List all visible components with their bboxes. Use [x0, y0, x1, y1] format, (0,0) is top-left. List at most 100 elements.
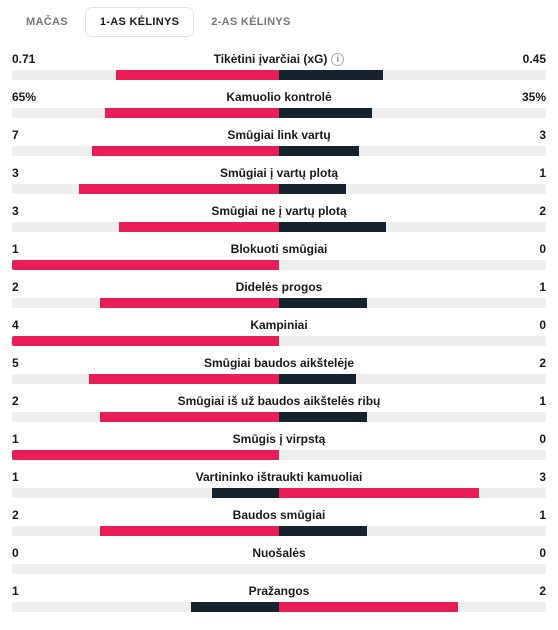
- info-icon[interactable]: i: [331, 53, 344, 66]
- stat-header: 1Pražangos2: [12, 584, 546, 598]
- stat-label: Tikėtini įvarčiai (xG)i: [48, 52, 510, 66]
- stat-row: 3Smūgiai į vartų plotą1: [12, 166, 546, 194]
- stat-label: Smūgiai link vartų: [48, 128, 510, 142]
- stat-bar-track: [12, 298, 546, 308]
- stat-away-value: 0: [510, 242, 546, 256]
- stat-home-bar: [191, 602, 279, 612]
- stat-home-value: 0.71: [12, 52, 48, 66]
- stat-bar-track: [12, 184, 546, 194]
- stat-bar-track: [12, 70, 546, 80]
- stat-header: 5Smūgiai baudos aikštelėje2: [12, 356, 546, 370]
- stat-label-text: Smūgis į virpstą: [233, 432, 326, 446]
- stat-label: Smūgis į virpstą: [48, 432, 510, 446]
- stat-label-text: Kampiniai: [250, 318, 307, 332]
- stat-row: 0Nuošalės0: [12, 546, 546, 574]
- stat-away-bar: [279, 222, 386, 232]
- stat-label-text: Baudos smūgiai: [233, 508, 326, 522]
- stat-bar-track: [12, 260, 546, 270]
- stat-label: Smūgiai baudos aikštelėje: [48, 356, 510, 370]
- stat-label-text: Didelės progos: [236, 280, 323, 294]
- stat-label: Pražangos: [48, 584, 510, 598]
- stat-home-bar: [212, 488, 279, 498]
- stat-home-bar: [79, 184, 279, 194]
- stat-row: 1Vartininko ištraukti kamuoliai3: [12, 470, 546, 498]
- tab-half1[interactable]: 1-AS KĖLINYS: [86, 8, 193, 36]
- stat-label: Vartininko ištraukti kamuoliai: [48, 470, 510, 484]
- stat-header: 2 Didelės progos 1: [12, 280, 546, 294]
- stat-home-bar: [12, 450, 279, 460]
- stat-home-value: 1: [12, 242, 48, 256]
- tab-half2[interactable]: 2-AS KĖLINYS: [197, 8, 304, 36]
- stat-header: 3Smūgiai ne į vartų plotą2: [12, 204, 546, 218]
- stat-row: 7 Smūgiai link vartų 3: [12, 128, 546, 156]
- stat-label: Baudos smūgiai: [48, 508, 510, 522]
- stat-home-value: 3: [12, 166, 48, 180]
- stat-row: 5Smūgiai baudos aikštelėje2: [12, 356, 546, 384]
- stat-bar-track: [12, 412, 546, 422]
- stat-header: 2Smūgiai iš už baudos aikštelės ribų1: [12, 394, 546, 408]
- stat-label: Blokuoti smūgiai: [48, 242, 510, 256]
- stat-row: 4Kampiniai0: [12, 318, 546, 346]
- stat-label-text: Kamuolio kontrolė: [226, 90, 331, 104]
- stat-row: 0.71Tikėtini įvarčiai (xG)i0.45: [12, 52, 546, 80]
- stat-away-value: 1: [510, 394, 546, 408]
- stat-away-value: 2: [510, 204, 546, 218]
- stat-home-value: 2: [12, 508, 48, 522]
- stat-home-bar: [116, 70, 279, 80]
- stat-away-value: 3: [510, 470, 546, 484]
- stat-home-value: 5: [12, 356, 48, 370]
- stat-home-bar: [89, 374, 279, 384]
- stat-label: Smūgiai į vartų plotą: [48, 166, 510, 180]
- stat-home-value: 1: [12, 584, 48, 598]
- stat-home-bar: [12, 336, 279, 346]
- stat-away-bar: [279, 146, 359, 156]
- stat-home-bar: [100, 298, 279, 308]
- stat-header: 1 Blokuoti smūgiai 0: [12, 242, 546, 256]
- stat-row: 1Smūgis į virpstą0: [12, 432, 546, 460]
- stat-away-bar: [279, 298, 367, 308]
- stat-away-bar: [279, 374, 356, 384]
- stat-label-text: Smūgiai link vartų: [227, 128, 330, 142]
- stat-away-value: 0: [510, 318, 546, 332]
- stats-list: 0.71Tikėtini įvarčiai (xG)i0.4565%Kamuol…: [12, 52, 546, 612]
- stat-label: Smūgiai iš už baudos aikštelės ribų: [48, 394, 510, 408]
- stat-home-value: 2: [12, 280, 48, 294]
- stat-label-text: Blokuoti smūgiai: [231, 242, 328, 256]
- stat-away-bar: [279, 412, 367, 422]
- stat-header: 0Nuošalės0: [12, 546, 546, 560]
- stat-away-value: 1: [510, 280, 546, 294]
- stat-header: 1Vartininko ištraukti kamuoliai3: [12, 470, 546, 484]
- stat-home-value: 1: [12, 432, 48, 446]
- stat-bar-track: [12, 526, 546, 536]
- stat-home-value: 7: [12, 128, 48, 142]
- stat-bar-track: [12, 602, 546, 612]
- stat-label: Kampiniai: [48, 318, 510, 332]
- stat-label-text: Smūgiai iš už baudos aikštelės ribų: [178, 394, 381, 408]
- stat-bar-track: [12, 450, 546, 460]
- stat-label-text: Smūgiai ne į vartų plotą: [211, 204, 346, 218]
- stat-away-value: 1: [510, 508, 546, 522]
- stat-away-bar: [279, 526, 367, 536]
- stat-row: 2 Baudos smūgiai 1: [12, 508, 546, 536]
- stat-home-bar: [100, 412, 279, 422]
- stat-bar-track: [12, 564, 546, 574]
- stat-row: 3Smūgiai ne į vartų plotą2: [12, 204, 546, 232]
- stat-header: 3Smūgiai į vartų plotą1: [12, 166, 546, 180]
- stat-label-text: Smūgiai į vartų plotą: [220, 166, 338, 180]
- stat-bar-track: [12, 336, 546, 346]
- stat-home-bar: [12, 260, 279, 270]
- stat-label-text: Smūgiai baudos aikštelėje: [204, 356, 354, 370]
- stat-label-text: Pražangos: [249, 584, 310, 598]
- stat-away-bar: [279, 184, 346, 194]
- stat-label-text: Tikėtini įvarčiai (xG): [214, 52, 328, 66]
- stat-home-bar: [92, 146, 279, 156]
- stat-bar-track: [12, 488, 546, 498]
- stat-home-value: 1: [12, 470, 48, 484]
- stat-bar-track: [12, 108, 546, 118]
- stat-home-value: 65%: [12, 90, 48, 104]
- tab-match[interactable]: MAČAS: [12, 8, 82, 36]
- stat-away-bar: [279, 70, 383, 80]
- stat-row: 2 Didelės progos 1: [12, 280, 546, 308]
- stat-home-value: 0: [12, 546, 48, 560]
- stat-away-value: 3: [510, 128, 546, 142]
